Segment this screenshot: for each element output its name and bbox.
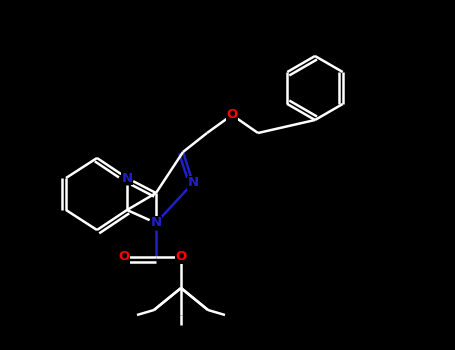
- Text: O: O: [118, 251, 130, 264]
- Text: N: N: [151, 217, 162, 230]
- Text: O: O: [227, 108, 238, 121]
- Text: N: N: [187, 176, 198, 189]
- Text: O: O: [175, 251, 187, 264]
- Text: N: N: [121, 172, 132, 184]
